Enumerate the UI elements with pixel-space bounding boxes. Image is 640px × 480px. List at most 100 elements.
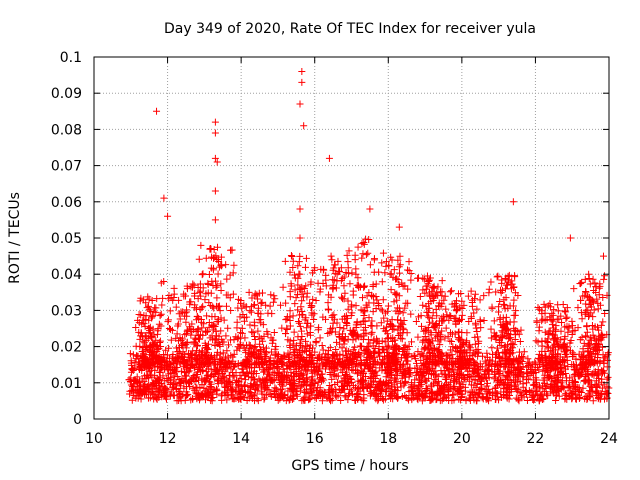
data-point (245, 373, 253, 381)
data-point (371, 369, 379, 377)
data-point (160, 356, 168, 364)
data-point (212, 385, 220, 393)
data-point (401, 365, 409, 373)
data-point (297, 383, 305, 391)
data-point (178, 374, 186, 382)
data-point (147, 314, 155, 322)
data-point (193, 395, 201, 403)
data-point (328, 385, 336, 393)
x-tick-label: 14 (232, 431, 250, 447)
data-point (378, 366, 386, 374)
data-point (473, 397, 481, 405)
data-point (132, 342, 140, 350)
data-point (492, 383, 500, 391)
y-tick-label: 0.03 (51, 303, 82, 319)
data-point (241, 376, 249, 384)
data-point (173, 372, 181, 380)
data-point (318, 370, 326, 378)
data-point (436, 387, 444, 395)
data-point (133, 373, 141, 381)
data-point (517, 369, 525, 377)
data-point (400, 381, 408, 389)
data-point (354, 384, 362, 392)
data-point (530, 391, 538, 399)
data-point (473, 366, 481, 374)
data-point (150, 383, 158, 391)
data-point (594, 366, 602, 374)
data-point (555, 392, 563, 400)
data-point (423, 386, 431, 394)
data-point (137, 294, 145, 302)
data-point (472, 383, 480, 391)
data-point (328, 396, 336, 404)
data-point (528, 365, 536, 373)
data-point (277, 389, 285, 397)
data-point (131, 386, 139, 394)
data-point (550, 372, 558, 380)
data-point (304, 378, 312, 386)
data-point (427, 370, 435, 378)
y-tick-label: 0.08 (51, 122, 82, 138)
data-point (326, 371, 334, 379)
data-point (345, 389, 353, 397)
data-point (358, 367, 366, 375)
data-point (168, 383, 176, 391)
data-point (165, 370, 173, 378)
data-point (401, 392, 409, 400)
data-point (572, 370, 580, 378)
data-point (483, 379, 491, 387)
data-point (360, 376, 368, 384)
data-point (402, 377, 410, 385)
data-point (237, 392, 245, 400)
data-point (601, 387, 609, 395)
data-point (157, 380, 165, 388)
data-point (254, 384, 262, 392)
data-point (139, 316, 147, 324)
data-point (564, 383, 572, 391)
data-point (568, 390, 576, 398)
data-point (493, 378, 501, 386)
data-point (329, 389, 337, 397)
data-point (353, 385, 361, 393)
data-point (387, 395, 395, 403)
data-point (235, 388, 243, 396)
data-point (316, 364, 324, 372)
data-point (604, 373, 612, 381)
data-point (156, 337, 164, 345)
data-point (291, 372, 299, 380)
data-point (260, 368, 268, 376)
data-point (242, 388, 250, 396)
data-point (384, 382, 392, 390)
data-point (223, 391, 231, 399)
data-point (170, 392, 178, 400)
data-point (126, 387, 134, 395)
data-point (217, 392, 225, 400)
data-point (148, 354, 156, 362)
data-point (358, 396, 366, 404)
data-point (213, 367, 221, 375)
data-point (133, 352, 141, 360)
data-point (308, 380, 316, 388)
data-point (154, 354, 162, 362)
data-point (125, 376, 133, 384)
data-point (176, 378, 184, 386)
data-point (465, 377, 473, 385)
data-point (130, 376, 138, 384)
data-point (351, 396, 359, 404)
data-point (148, 373, 156, 381)
data-point (330, 370, 338, 378)
data-point (347, 375, 355, 383)
data-point (195, 376, 203, 384)
data-point (157, 322, 165, 330)
data-point (197, 368, 205, 376)
data-point (243, 368, 251, 376)
y-axis-label: ROTI / TECUs (7, 192, 23, 284)
data-point (329, 364, 337, 372)
data-point (491, 368, 499, 376)
x-axis-label: GPS time / hours (291, 458, 408, 474)
data-point (229, 386, 237, 394)
data-point (302, 374, 310, 382)
data-point (269, 377, 277, 385)
data-point (544, 392, 552, 400)
data-point (492, 373, 500, 381)
